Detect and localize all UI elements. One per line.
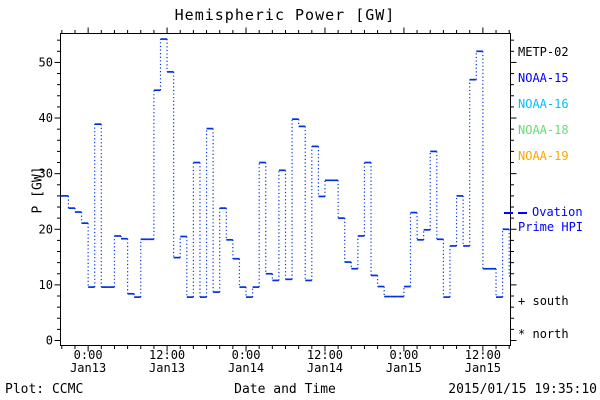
y-tick-label: 0 xyxy=(46,333,53,347)
ovation-line-sample-dash xyxy=(504,211,513,214)
x-tick-date-label: Jan15 xyxy=(465,361,501,375)
x-tick-time-label: 12:00 xyxy=(307,348,343,362)
legend-north-marker: * north xyxy=(518,327,569,342)
chart-title: Hemispheric Power [GW] xyxy=(174,6,396,24)
legend-item-metp02: METP-02 xyxy=(518,45,569,59)
x-tick-time-label: 12:00 xyxy=(465,348,501,362)
y-tick-label: 50 xyxy=(39,55,53,69)
x-tick-time-label: 0:00 xyxy=(74,348,103,362)
x-tick-time-label: 0:00 xyxy=(389,348,418,362)
legend-item-noaa19: NOAA-19 xyxy=(518,149,569,163)
legend-item-noaa16: NOAA-16 xyxy=(518,97,569,111)
footer-plot-source: Plot: CCMC xyxy=(5,382,84,397)
y-tick-label: 40 xyxy=(39,111,53,125)
y-tick-label: 20 xyxy=(39,222,53,236)
x-tick-date-label: Jan15 xyxy=(386,361,422,375)
x-tick-date-label: Jan13 xyxy=(70,361,106,375)
x-axis-label: Date and Time xyxy=(234,382,336,397)
y-tick-label: 10 xyxy=(39,278,53,292)
ovation-label-line2: Prime HPI xyxy=(518,220,584,234)
x-tick-date-label: Jan14 xyxy=(307,361,343,375)
legend-ovation-prime: Ovation Prime HPI xyxy=(504,205,583,235)
footer-timestamp: 2015/01/15 19:35:10 xyxy=(448,382,597,397)
asterisk-symbol: * xyxy=(518,327,526,341)
legend-south-marker: + south xyxy=(518,294,569,309)
legend-item-noaa15: NOAA-15 xyxy=(518,71,569,85)
ovation-label-line1: Ovation xyxy=(532,205,583,219)
legend-item-noaa18: NOAA-18 xyxy=(518,123,569,137)
y-tick-label: 30 xyxy=(39,167,53,181)
ovation-line-sample-dash xyxy=(518,211,527,214)
x-tick-date-label: Jan14 xyxy=(228,361,264,375)
x-tick-date-label: Jan13 xyxy=(149,361,185,375)
x-tick-time-label: 12:00 xyxy=(149,348,185,362)
plus-symbol: + xyxy=(518,294,526,308)
x-tick-time-label: 0:00 xyxy=(232,348,261,362)
south-label: south xyxy=(532,294,569,308)
y-axis-label: P [GW] xyxy=(30,166,46,214)
north-label: north xyxy=(532,327,569,341)
